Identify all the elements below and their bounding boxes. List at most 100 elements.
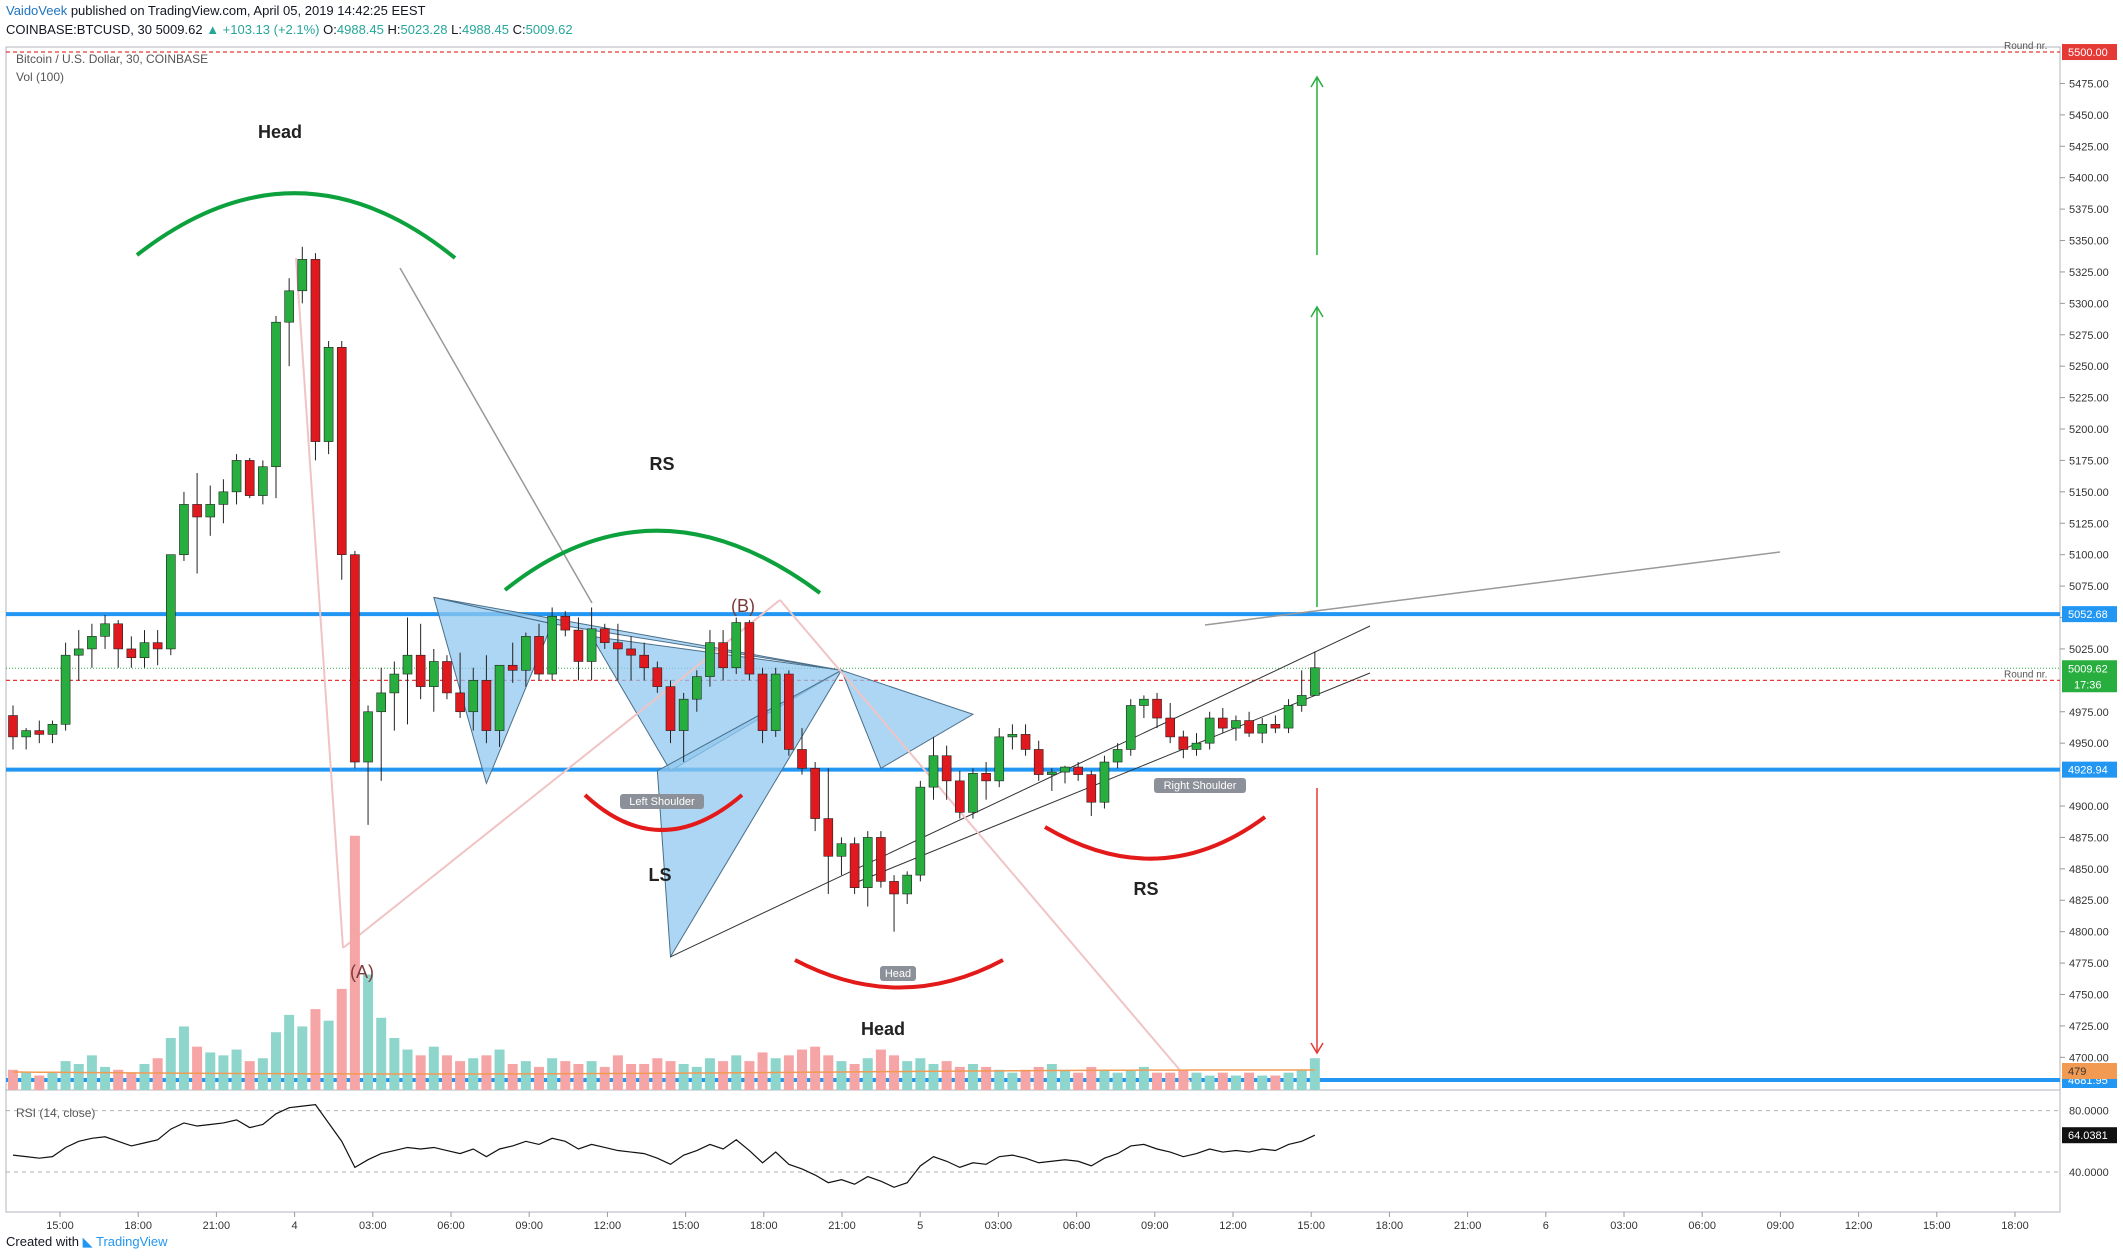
time-tick-label: 15:00	[46, 1220, 74, 1232]
volume-ma-label: 479	[2068, 1066, 2086, 1078]
candle-body	[678, 698, 689, 731]
price-tick-label: 5300.00	[2069, 298, 2109, 310]
volume-ma-badge	[2062, 1063, 2117, 1079]
volume-bar	[797, 1049, 807, 1090]
volume-bar	[1283, 1072, 1294, 1090]
volume-bar	[1257, 1075, 1268, 1090]
candle-body	[691, 676, 702, 700]
candle-body	[718, 642, 728, 669]
time-tick-label: 21:00	[203, 1220, 231, 1232]
high-value: 5023.28	[400, 22, 448, 37]
volume-bar	[810, 1046, 821, 1090]
candle-body	[797, 749, 807, 769]
candle-body	[613, 642, 623, 650]
volume-bar	[967, 1064, 978, 1090]
candle-body	[415, 654, 426, 687]
candle-body	[376, 692, 387, 713]
price-tick-label: 4850.00	[2069, 864, 2109, 876]
candle-body	[47, 724, 58, 735]
round-price-label: 5500.00	[2068, 47, 2108, 59]
time-tick-label: 06:00	[1688, 1220, 1716, 1232]
volume-bar	[192, 1046, 203, 1090]
volume-bar	[152, 1058, 163, 1090]
volume-bar	[507, 1064, 518, 1090]
red-arc-rs	[1043, 815, 1267, 861]
tradingview-logo[interactable]: ◣ TradingView	[82, 1234, 168, 1249]
candle-body	[560, 615, 571, 631]
target-arrow-up-1-head	[1310, 75, 1324, 88]
candle-body	[1007, 734, 1018, 738]
volume-bar	[534, 1066, 544, 1090]
candle-body	[402, 654, 413, 675]
volume-bar	[665, 1061, 676, 1090]
volume-bar	[363, 974, 374, 1090]
tag-left-shoulder-box	[620, 794, 704, 809]
volume-bar	[1046, 1064, 1057, 1090]
price-tick-label: 5150.00	[2069, 487, 2109, 499]
price-tick-label: 4800.00	[2069, 927, 2109, 939]
candle-body	[1086, 774, 1097, 803]
tag-right-shoulder: Right Shoulder	[1164, 780, 1237, 792]
rsi-tick-label: 40.0000	[2069, 1167, 2109, 1179]
volume-bar	[323, 1020, 334, 1090]
low-value: 4988.45	[461, 22, 509, 37]
time-tick-label: 12:00	[594, 1220, 622, 1232]
candle-body	[244, 460, 255, 496]
candle-body	[139, 642, 150, 659]
time-tick-label: 12:00	[1219, 1220, 1247, 1232]
time-tick-label: 6	[1543, 1220, 1549, 1232]
candle-body	[889, 881, 899, 895]
author-link[interactable]: VaidoVeek	[6, 3, 68, 18]
label-point-b: (B)	[731, 596, 755, 616]
candle-body	[1191, 742, 1202, 750]
candle-body	[744, 622, 755, 675]
time-tick-label: 09:00	[1141, 1220, 1169, 1232]
volume-bar	[310, 1009, 321, 1090]
candle-body	[1283, 705, 1294, 729]
candle-body	[323, 347, 334, 442]
candle-body	[1125, 705, 1136, 750]
volume-bar	[271, 1032, 281, 1090]
tag-head: Head	[885, 968, 911, 980]
candle-body	[586, 628, 597, 662]
volume-bar	[626, 1064, 637, 1090]
green-arc-head	[135, 191, 457, 260]
candle-body	[652, 667, 663, 687]
volume-bar	[481, 1055, 492, 1090]
candle-body	[205, 504, 216, 518]
volume-bar	[376, 1017, 387, 1090]
volume-bar	[218, 1055, 229, 1090]
open-value: 4988.45	[336, 22, 384, 37]
candle-body	[1047, 771, 1057, 775]
rsi-tick-label: 80.0000	[2069, 1106, 2109, 1118]
price-tick-label: 5275.00	[2069, 330, 2109, 342]
volume-bar	[1204, 1075, 1215, 1090]
volume-bar	[704, 1058, 715, 1090]
volume-bar	[573, 1064, 584, 1090]
volume-bar	[994, 1069, 1005, 1090]
volume-bar	[113, 1069, 124, 1090]
candle-body	[705, 642, 715, 677]
time-tick-label: 03:00	[359, 1220, 387, 1232]
price-tick-label: 5450.00	[2069, 110, 2109, 122]
volume-bar	[678, 1064, 689, 1090]
last-price-badge	[2062, 660, 2117, 693]
price-tick-label: 5075.00	[2069, 581, 2109, 593]
volume-bar	[770, 1058, 781, 1090]
candle-body	[481, 680, 492, 731]
volume-bar	[941, 1061, 952, 1090]
candle-body	[1165, 717, 1175, 738]
time-tick-label: 12:00	[1845, 1220, 1873, 1232]
candle-body	[665, 686, 676, 731]
volume-bar	[1007, 1072, 1018, 1090]
candle-body	[994, 736, 1005, 782]
price-tick-label: 5325.00	[2069, 267, 2109, 279]
volume-bar	[902, 1061, 913, 1090]
time-tick-label: 03:00	[1610, 1220, 1638, 1232]
tag-head-box	[880, 966, 916, 981]
candle-body	[21, 730, 31, 738]
time-tick-label: 15:00	[1923, 1220, 1951, 1232]
candle-body	[1020, 734, 1031, 750]
candle-body	[836, 843, 847, 857]
